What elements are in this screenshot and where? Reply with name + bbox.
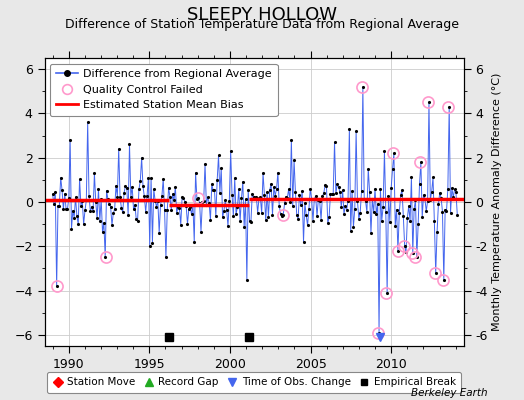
Text: Difference of Station Temperature Data from Regional Average: Difference of Station Temperature Data f… xyxy=(65,18,459,31)
Y-axis label: Monthly Temperature Anomaly Difference (°C): Monthly Temperature Anomaly Difference (… xyxy=(492,73,502,331)
Legend: Station Move, Record Gap, Time of Obs. Change, Empirical Break: Station Move, Record Gap, Time of Obs. C… xyxy=(47,372,461,393)
Text: Berkeley Earth: Berkeley Earth xyxy=(411,388,487,398)
Text: SLEEPY HOLLOW: SLEEPY HOLLOW xyxy=(187,6,337,24)
